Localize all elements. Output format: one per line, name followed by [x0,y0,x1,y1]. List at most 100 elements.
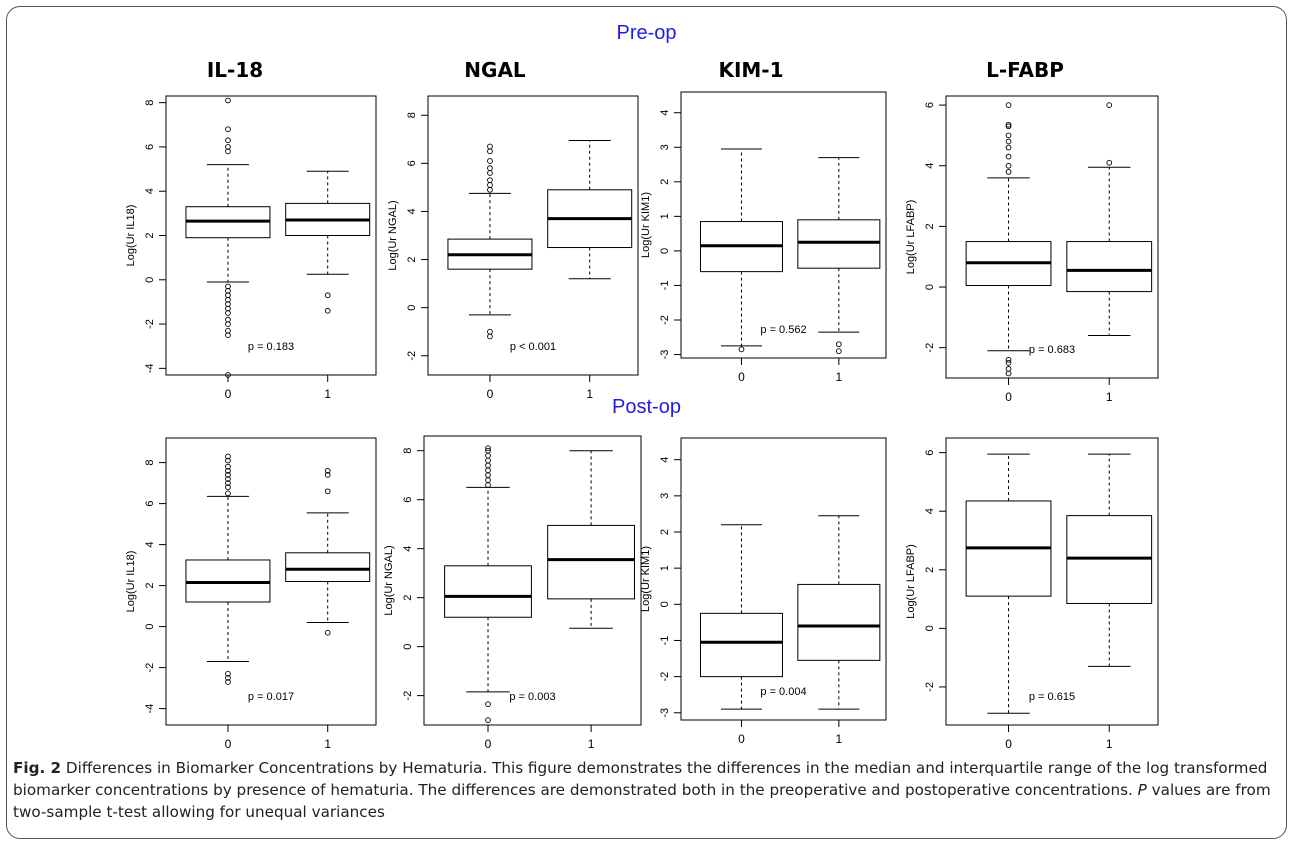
pre-kim1-ytick-label-0: -3 [659,350,671,360]
post-il18-ytick-label-0: -4 [144,704,156,714]
column-title-il18: IL-18 [206,58,264,82]
pre-lfabp-ylabel: Log(Ur LFABP) [905,200,917,275]
post-lfabp-category-label-0: 0 [1005,737,1012,751]
pre-ngal-box-0-outlier-1 [487,182,493,188]
pre-ngal-ytick-label-5: 8 [406,112,418,118]
pre-ngal-box-0-outlier-7 [487,143,493,150]
pre-kim1-ytick-label-4: 1 [659,213,671,219]
post-il18-ytick-label-4: 4 [144,542,156,548]
column-title-kim1: KIM-1 [718,58,784,82]
post-il18-box-0-outlier-5 [225,467,231,474]
pre-lfabp-box-0-outlier-2 [1005,153,1012,160]
post-ngal-box-0-outlier-4 [485,462,491,469]
pre-il18-category-label-0: 0 [225,387,232,401]
pre-il18-box-0-outlier-3 [225,126,231,133]
post-lfabp-ytick-label-2: 2 [924,567,936,573]
pre-lfabp-pvalue: p = 0.683 [1029,344,1075,356]
post-il18-ytick-label-3: 2 [144,583,156,589]
post-kim1-category-label-1: 1 [836,732,843,746]
post-lfabp-ylabel: Log(Ur LFABP) [905,544,917,619]
post-ngal-ylabel: Log(Ur NGAL) [383,545,395,615]
post-il18-box-0-outlier-7 [225,457,231,464]
post-lfabp-ytick-label-0: -2 [924,682,936,692]
pre-ngal-ytick-label-1: 0 [406,305,418,311]
pre-lfabp-box-0-outlier-10 [1005,359,1012,366]
post-ngal-pvalue: p = 0.003 [509,691,555,703]
pre-il18-ytick-label-0: -4 [144,363,156,373]
post-ngal-category-label-0: 0 [485,737,492,751]
pre-lfabp-box-0-outlier-4 [1005,138,1012,145]
post-ngal-ytick-label-1: 0 [402,644,414,650]
pre-ngal-box-0-outlier-0 [487,186,493,193]
post-op-title: Post-op [612,396,681,418]
pre-il18-ytick-label-5: 6 [144,144,156,150]
pre-ngal-ylabel: Log(Ur NGAL) [387,200,399,270]
post-ngal-ytick-label-0: -2 [402,691,414,701]
pre-kim1-ytick-label-6: 3 [659,144,671,150]
pre-lfabp-ytick-label-3: 4 [924,163,936,169]
post-ngal-ytick-label-5: 8 [402,448,414,454]
post-kim1-ytick-label-3: 0 [659,601,671,607]
pre-op-title: Pre-op [616,22,677,44]
post-lfabp-ytick-label-4: 6 [924,450,936,456]
pre-lfabp-box-1-iqr-rect [1066,241,1153,293]
pre-il18-box-1-outlier-1 [324,307,331,314]
post-ngal-box-0-iqr-rect [444,565,532,618]
post-lfabp-ytick-label-1: 0 [924,625,936,631]
pre-kim1-category-label-1: 1 [836,370,843,384]
pre-ngal-box-0-outlier-6 [487,148,493,155]
post-kim1-box-0-iqr-rect [699,612,783,678]
pre-lfabp-box-1-outlier-1 [1106,102,1113,108]
post-kim1-pvalue: p = 0.004 [760,686,806,698]
figure-frame [6,6,1287,839]
pre-lfabp-box-0-outlier-12 [1005,370,1012,377]
pre-il18-box-1-outlier-0 [324,292,331,299]
post-kim1-category-label-0: 0 [738,732,745,746]
column-title-lfabp: L-FABP [986,58,1064,82]
post-il18-box-1-iqr-rect [285,552,371,582]
pre-ngal-ytick-label-2: 2 [406,256,418,262]
figure-caption: Fig. 2 Differences in Biomarker Concentr… [13,757,1278,823]
post-ngal-box-0-outlier-8 [485,445,491,452]
pre-ngal-box-0-outlier-9 [487,333,493,340]
pre-ngal-ytick-label-0: -2 [406,351,418,361]
pre-ngal-category-label-1: 1 [586,387,593,401]
post-kim1-ytick-label-0: -3 [659,708,671,718]
post-il18-pvalue: p = 0.017 [248,691,294,703]
pre-lfabp-ytick-label-2: 2 [924,223,936,229]
pre-kim1-ytick-label-5: 2 [659,179,671,185]
post-il18-box-0-outlier-4 [225,472,231,478]
post-il18-box-1-outlier-0 [324,488,331,495]
pre-kim1-category-label-0: 0 [738,370,745,384]
post-il18-box-1-outlier-2 [324,467,331,474]
pre-kim1-box-0-outlier-0 [738,346,745,353]
pre-il18-ytick-label-6: 8 [144,100,156,106]
post-ngal-ytick-label-2: 2 [402,595,414,601]
pre-kim1-ytick-label-2: -1 [659,281,671,291]
pre-ngal-box-0-outlier-4 [487,165,493,172]
post-il18-box-0-outlier-3 [225,476,231,482]
pre-lfabp-box-0-outlier-1 [1005,162,1012,169]
pre-lfabp-ytick-label-4: 6 [924,102,936,108]
post-kim1-ytick-label-6: 3 [659,493,671,499]
column-title-ngal: NGAL [464,58,526,82]
post-kim1-ylabel: Log(Ur KIM1) [640,546,652,612]
pre-il18-ytick-label-4: 4 [144,188,156,194]
post-ngal-box-0-outlier-6 [485,452,491,459]
post-kim1-ytick-label-7: 4 [659,457,671,463]
post-ngal-box-0-outlier-3 [485,467,491,474]
post-il18-box-1-outlier-3 [324,629,331,636]
caption-text: Differences in Biomarker Concentrations … [13,759,1268,799]
pre-kim1-box-1-iqr-rect [797,219,881,269]
pre-ngal-pvalue: p < 0.001 [510,341,556,353]
pre-kim1-pvalue: p = 0.562 [760,324,806,336]
post-kim1-plot-frame [680,437,887,721]
caption-label: Fig. 2 [13,759,62,777]
post-il18-box-0-outlier-11 [225,679,231,685]
post-il18-ytick-label-6: 8 [144,460,156,466]
pre-kim1-ylabel: Log(Ur KIM1) [640,192,652,258]
post-ngal-box-0-outlier-10 [485,717,491,723]
post-il18-box-1-outlier-1 [324,472,331,478]
post-ngal-box-0-outlier-1 [485,477,491,483]
